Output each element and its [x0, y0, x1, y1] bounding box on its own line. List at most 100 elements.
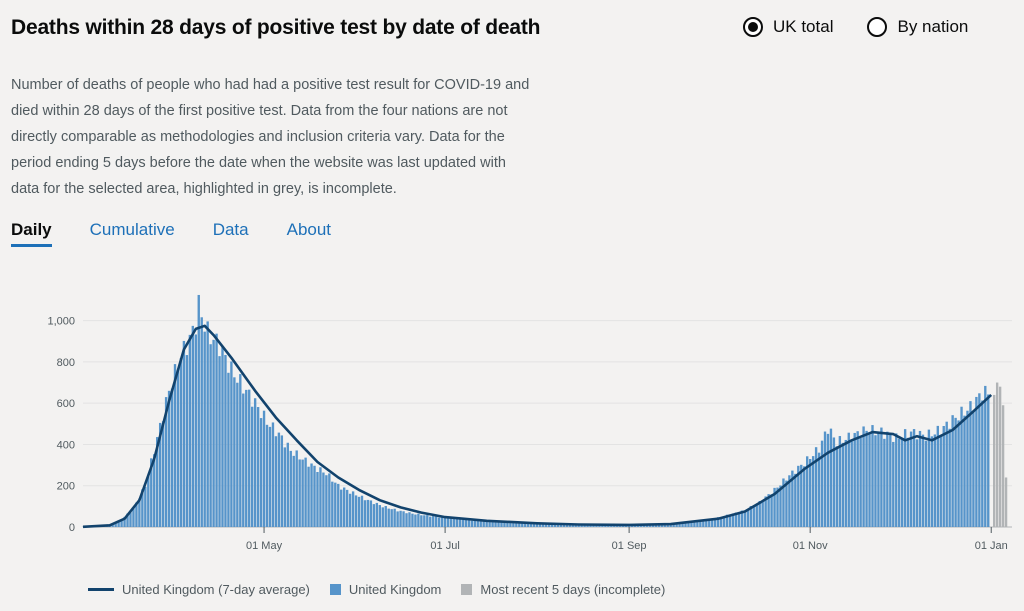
bar-united-kingdom [583, 525, 586, 527]
bar-united-kingdom [571, 524, 574, 527]
bar-united-kingdom [435, 516, 438, 527]
bar-united-kingdom [859, 437, 862, 527]
bar-united-kingdom [719, 517, 723, 527]
tab-daily[interactable]: Daily [11, 220, 52, 247]
bar-united-kingdom [354, 495, 358, 527]
bar-united-kingdom [716, 517, 720, 527]
bar-united-kingdom [966, 410, 969, 527]
bar-united-kingdom [915, 439, 919, 527]
bar-united-kingdom [521, 523, 524, 527]
bar-united-kingdom [348, 493, 352, 527]
bar-united-kingdom [779, 485, 782, 527]
bar-united-kingdom [948, 428, 951, 527]
bar-united-kingdom [360, 495, 364, 527]
tab-about[interactable]: About [286, 220, 332, 239]
bar-united-kingdom [734, 512, 738, 527]
bar-united-kingdom [960, 406, 963, 527]
bar-united-kingdom [417, 513, 420, 527]
bar-united-kingdom [690, 521, 693, 527]
bar-united-kingdom [182, 340, 186, 527]
bar-united-kingdom [675, 522, 678, 527]
bar-united-kingdom [657, 524, 660, 527]
bar-united-kingdom [147, 475, 150, 527]
bar-united-kingdom [479, 521, 482, 527]
bar-united-kingdom [369, 500, 373, 527]
legend-item-incomplete[interactable]: Most recent 5 days (incomplete) [461, 582, 665, 597]
bar-united-kingdom [936, 425, 939, 527]
bar-united-kingdom [930, 436, 934, 527]
bar-united-kingdom [711, 518, 714, 527]
bar-united-kingdom [114, 522, 117, 527]
tab-cumulative[interactable]: Cumulative [89, 220, 175, 239]
bar-united-kingdom [209, 344, 212, 527]
legend-item-average[interactable]: United Kingdom (7-day average) [88, 582, 310, 597]
bar-united-kingdom [387, 508, 390, 527]
x-axis: 01 May 01 Jul 01 Sep 01 Nov 01 Jan [246, 527, 1008, 552]
radio-uk-total[interactable]: UK total [743, 17, 833, 37]
bar-united-kingdom [975, 396, 978, 527]
bar-united-kingdom [743, 510, 747, 527]
bar-united-kingdom [835, 446, 839, 527]
bar-united-kingdom [467, 520, 471, 527]
bar-united-kingdom [933, 434, 937, 527]
bar-united-kingdom [158, 422, 162, 527]
bar-united-kingdom [981, 400, 984, 527]
bar-united-kingdom [144, 486, 147, 527]
bar-united-kingdom [494, 522, 497, 527]
bar-united-kingdom [969, 401, 972, 527]
bar-united-kingdom [153, 454, 156, 527]
bar-incomplete [1001, 405, 1005, 527]
bar-united-kingdom [788, 475, 791, 527]
bar-united-kingdom [814, 447, 818, 527]
bar-united-kingdom [414, 514, 417, 527]
bar-united-kingdom [381, 507, 384, 527]
radio-by-nation[interactable]: By nation [867, 17, 968, 37]
bar-united-kingdom [806, 456, 809, 527]
bar-united-kingdom [529, 523, 533, 527]
bar-united-kingdom [892, 441, 895, 527]
y-tick-label: 600 [57, 398, 75, 410]
bar-united-kingdom [357, 496, 361, 527]
bar-united-kingdom [432, 516, 435, 527]
bar-united-kingdom [800, 464, 803, 527]
bar-united-kingdom [325, 475, 328, 527]
bar-united-kingdom [850, 441, 853, 527]
bar-united-kingdom [265, 424, 269, 527]
bar-united-kingdom [527, 523, 530, 527]
bar-incomplete [1004, 477, 1008, 527]
bar-united-kingdom [862, 426, 865, 527]
bar-united-kingdom [541, 524, 545, 527]
bar-united-kingdom [399, 510, 402, 527]
bar-united-kingdom [544, 524, 548, 527]
bar-united-kingdom [847, 432, 850, 527]
bar-united-kingdom [945, 421, 948, 527]
bar-united-kingdom [491, 521, 494, 527]
bar-united-kingdom [458, 518, 462, 527]
bar-united-kingdom [672, 523, 675, 527]
legend-item-uk[interactable]: United Kingdom [329, 582, 441, 597]
legend-label-incomplete: Most recent 5 days (incomplete) [480, 582, 666, 597]
radio-uk-total-circle[interactable] [743, 17, 763, 37]
bar-united-kingdom [678, 522, 681, 527]
bar-united-kingdom [313, 465, 316, 527]
bar-united-kingdom [268, 426, 272, 527]
bar-united-kingdom [755, 504, 758, 527]
radio-by-nation-circle[interactable] [867, 17, 888, 37]
bar-united-kingdom [538, 523, 542, 527]
bar-united-kingdom [752, 506, 755, 527]
bar-united-kingdom [337, 483, 340, 527]
bar-united-kingdom [912, 429, 916, 527]
bar-united-kingdom [841, 442, 845, 527]
area-radio-group: UK total By nation [743, 17, 968, 37]
x-tick-label: 01 Nov [793, 540, 828, 552]
bar-united-kingdom [345, 489, 349, 527]
bar-united-kingdom [170, 388, 174, 527]
average-line-united-kingdom [82, 324, 993, 529]
bar-united-kingdom [426, 515, 429, 527]
tab-data[interactable]: Data [212, 220, 249, 239]
bar-united-kingdom [776, 487, 779, 527]
bar-united-kingdom [550, 524, 554, 527]
bar-united-kingdom [280, 435, 284, 527]
bar-united-kingdom [420, 515, 423, 527]
bar-united-kingdom [179, 357, 183, 527]
